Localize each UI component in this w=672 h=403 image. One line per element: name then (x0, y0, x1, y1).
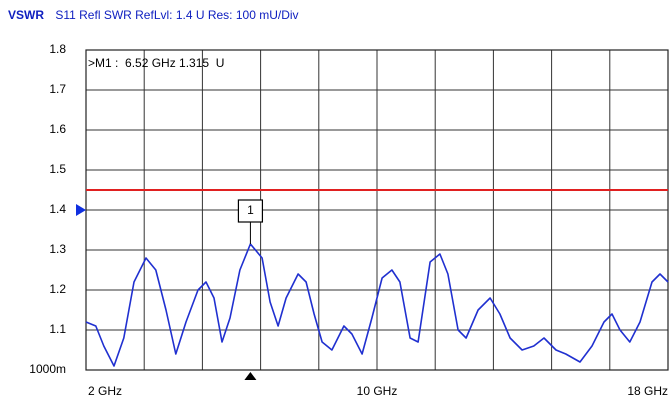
marker-x-indicator (244, 372, 257, 380)
chart-subtitle: S11 Refl SWR RefLvl: 1.4 U Res: 100 mU/D… (55, 8, 298, 22)
y-tick-label: 1.2 (49, 282, 66, 296)
y-tick-label: 1.8 (49, 42, 66, 56)
marker-box (237, 199, 264, 223)
y-tick-label: 1.5 (49, 162, 66, 176)
y-tick-label: 1000m (29, 362, 66, 376)
y-tick-label: 1.4 (49, 202, 66, 216)
header: VSWR S11 Refl SWR RefLvl: 1.4 U Res: 100… (8, 8, 299, 22)
y-tick-label: 1.3 (49, 242, 66, 256)
trace (85, 243, 669, 367)
ref-level-marker (76, 204, 86, 216)
y-tick-label: 1.7 (49, 82, 66, 96)
y-tick-label: 1.1 (49, 322, 66, 336)
x-tick-label: 10 GHz (357, 384, 398, 398)
chart-title: VSWR (8, 8, 44, 22)
marker-readout: >M1 : 6.52 GHz 1.315 U (88, 56, 224, 70)
y-tick-label: 1.6 (49, 122, 66, 136)
marker-label: 1 (247, 203, 254, 217)
x-tick-label: 2 GHz (88, 384, 122, 398)
x-tick-label: 18 GHz (627, 384, 668, 398)
